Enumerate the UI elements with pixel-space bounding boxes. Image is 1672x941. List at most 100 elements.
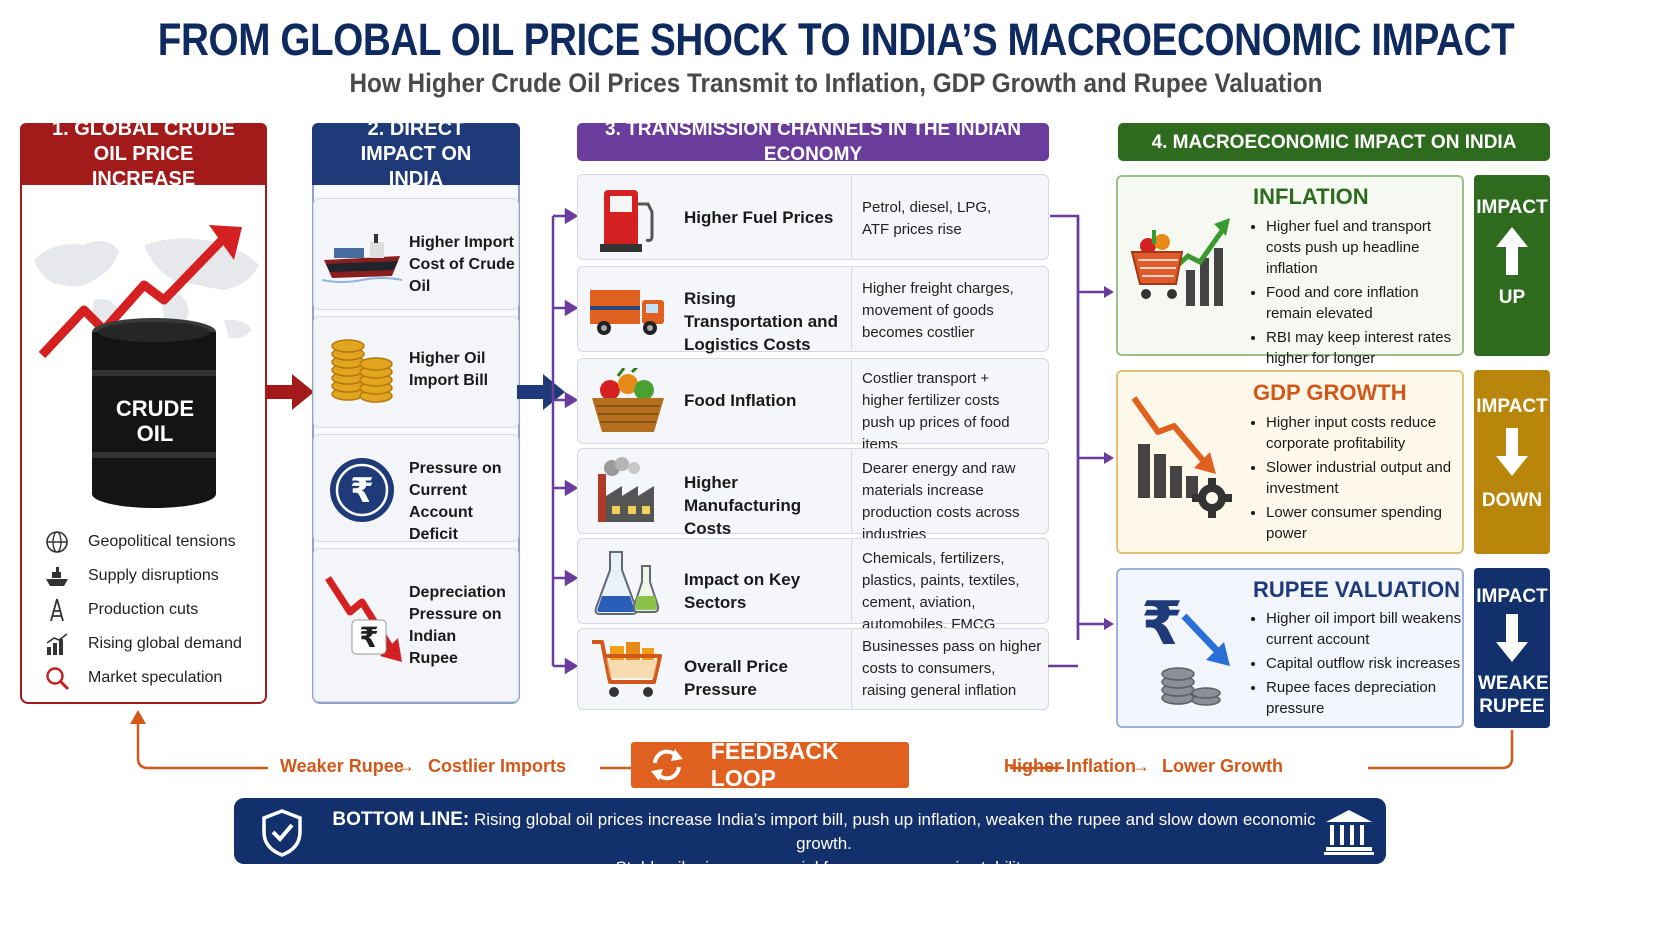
feedback-left-a: Weaker Rupee: [280, 756, 404, 776]
arrow-down-icon: [1496, 428, 1528, 476]
shield-check-icon: [262, 809, 302, 857]
cause-label: Market speculation: [88, 669, 223, 686]
col2-heading: 2. DIRECT IMPACT ON INDIA: [312, 118, 520, 190]
tag-top: IMPACT: [1476, 197, 1548, 218]
globe-icon: [46, 531, 68, 553]
impact-bullets: Higher fuel and transport costs push up …: [1252, 216, 1462, 372]
row-title: Impact on Key Sectors: [684, 570, 801, 612]
impact-title: RUPEE VALUATION: [1253, 577, 1460, 602]
row-desc: Petrol, diesel, LPG, ATF prices rise: [862, 199, 992, 238]
food-basket-icon: [592, 368, 664, 432]
merge-return-line: [1048, 664, 1078, 668]
bullet-item: Slower industrial output and investment: [1266, 457, 1462, 499]
bottom-line-banner: [234, 798, 1386, 864]
col1-heading: 1. GLOBAL CRUDE OIL PRICE INCREASE: [20, 118, 267, 190]
barrel-label: CRUDE OIL: [115, 396, 195, 446]
rupee-down-arrow-icon: ₹: [325, 576, 402, 662]
rupee-falling-coins-icon: ₹: [1141, 589, 1230, 706]
col4-heading: 4. MACROECONOMIC IMPACT ON INDIA: [1118, 123, 1550, 161]
direct-impact-label: Depreciation Pressure on Indian Rupee: [409, 584, 506, 667]
col3-heading: 3. TRANSMISSION CHANNELS IN THE INDIAN E…: [577, 119, 1049, 165]
feedback-left-b: Costlier Imports: [428, 756, 567, 776]
rising-arrow-icon: [38, 234, 228, 359]
ship-icon: [46, 567, 68, 586]
gdp-card: [1116, 370, 1464, 554]
tag-bottom: WEAKER RUPEE: [1478, 673, 1563, 717]
page-title: FROM GLOBAL OIL PRICE SHOCK TO INDIA’S M…: [157, 14, 1515, 65]
direct-impact-label: Higher Oil Import Bill: [409, 350, 489, 389]
direct-impact-card: [313, 548, 519, 702]
tag-bottom: UP: [1498, 287, 1526, 308]
cart-rising-chart-icon: [1130, 218, 1230, 306]
truck-icon: [590, 290, 664, 335]
impact-up-tag: IMPACT UP: [1474, 175, 1550, 356]
row-title: Overall Price Pressure: [684, 657, 788, 699]
bullet-item: Food and core inflation remain elevated: [1266, 282, 1462, 324]
bullet-item: Lower consumer spending power: [1266, 502, 1462, 544]
feedback-right-b: Lower Growth: [1162, 756, 1283, 776]
feedback-label: FEEDBACK LOOP: [710, 738, 839, 791]
row-desc: Higher freight charges, movement of good…: [862, 280, 1014, 341]
rupee-coin-icon: ₹: [330, 458, 394, 522]
impact-weaker-tag: IMPACT WEAKER RUPEE: [1474, 568, 1563, 728]
feedback-loop-button: FEEDBACK LOOP: [631, 738, 909, 791]
bullet-item: Higher oil import bill weakens current a…: [1266, 608, 1462, 650]
feedback-right-a: Higher Inflation: [1004, 756, 1136, 776]
cause-list: Geopolitical tensions Supply disruptions…: [44, 525, 264, 695]
bottom-line-text2: Stable oil prices are crucial for macroe…: [615, 858, 1033, 877]
list-item: Supply disruptions: [44, 559, 264, 593]
impact-title: GDP GROWTH: [1253, 380, 1407, 405]
cause-label: Production cuts: [88, 601, 199, 618]
cause-label: Geopolitical tensions: [88, 533, 236, 550]
bullet-item: Capital outflow risk increases: [1266, 653, 1462, 674]
row-desc: Costlier transport + higher fertilizer c…: [862, 370, 1010, 453]
direct-impact-label: Higher Import Cost of Crude Oil: [409, 234, 515, 295]
arrow-right-icon: →: [1132, 756, 1150, 776]
list-item: Rising global demand: [44, 627, 264, 661]
impact-bullets: Higher oil import bill weakens current a…: [1252, 608, 1462, 722]
arrow-down-icon: [1496, 614, 1528, 662]
direct-impact-label: Pressure on Current Account Deficit: [409, 460, 502, 543]
list-item: Geopolitical tensions: [44, 525, 264, 559]
flow-arrow: [266, 374, 314, 410]
tag-top: IMPACT: [1476, 396, 1548, 417]
oil-barrel-icon: [92, 318, 216, 508]
row-desc: Businesses pass on higher costs to consu…: [862, 638, 1042, 699]
row-desc: Chemicals, fertilizers, plastics, paints…: [862, 550, 1020, 633]
impact-bullets: Higher input costs reduce corporate prof…: [1252, 412, 1462, 547]
impact-down-tag: IMPACT DOWN: [1474, 370, 1550, 554]
falling-chart-gear-icon: [1131, 396, 1232, 518]
branch-connector: [551, 207, 578, 675]
shopping-cart-icon: [592, 640, 662, 697]
bottom-line-text1: Rising global oil prices increase India’…: [473, 810, 1316, 853]
row-title: Higher Fuel Prices: [684, 208, 834, 227]
tanker-ship-icon: [322, 234, 402, 283]
bullet-item: RBI may keep interest rates higher for l…: [1266, 327, 1462, 369]
row-title: Rising Transportation and Logistics Cost…: [684, 289, 838, 354]
cause-label: Rising global demand: [88, 635, 242, 652]
tag-top: IMPACT: [1476, 586, 1548, 607]
oil-derrick-icon: [50, 598, 64, 622]
row-title: Food Inflation: [684, 391, 797, 410]
bottom-line-lead: BOTTOM LINE:: [332, 809, 470, 830]
row-desc: Dearer energy and raw materials increase…: [862, 460, 1020, 543]
factory-icon: [598, 457, 654, 522]
bottom-line-text: BOTTOM LINE: Rising global oil prices in…: [324, 808, 1324, 880]
magnifier-icon: [46, 667, 70, 691]
page-subtitle: How Higher Crude Oil Prices Transmit to …: [349, 68, 1323, 98]
impact-title: INFLATION: [1253, 184, 1369, 209]
row-title: Higher Manufacturing Costs: [684, 473, 802, 538]
coin-stack-icon: [331, 339, 393, 403]
cause-label: Supply disruptions: [88, 567, 219, 584]
arrow-right-icon: →: [397, 756, 415, 776]
svg-text:₹: ₹: [359, 621, 378, 654]
bullet-item: Rupee faces depreciation pressure: [1266, 677, 1462, 719]
fuel-pump-icon: [600, 190, 654, 252]
bullet-item: Higher fuel and transport costs push up …: [1266, 216, 1462, 279]
bar-chart-icon: [46, 633, 68, 655]
flask-icon: [594, 551, 660, 615]
bullet-item: Higher input costs reduce corporate prof…: [1266, 412, 1462, 454]
svg-text:₹: ₹: [350, 471, 374, 511]
list-item: Market speculation: [44, 661, 264, 695]
list-item: Production cuts: [44, 593, 264, 627]
